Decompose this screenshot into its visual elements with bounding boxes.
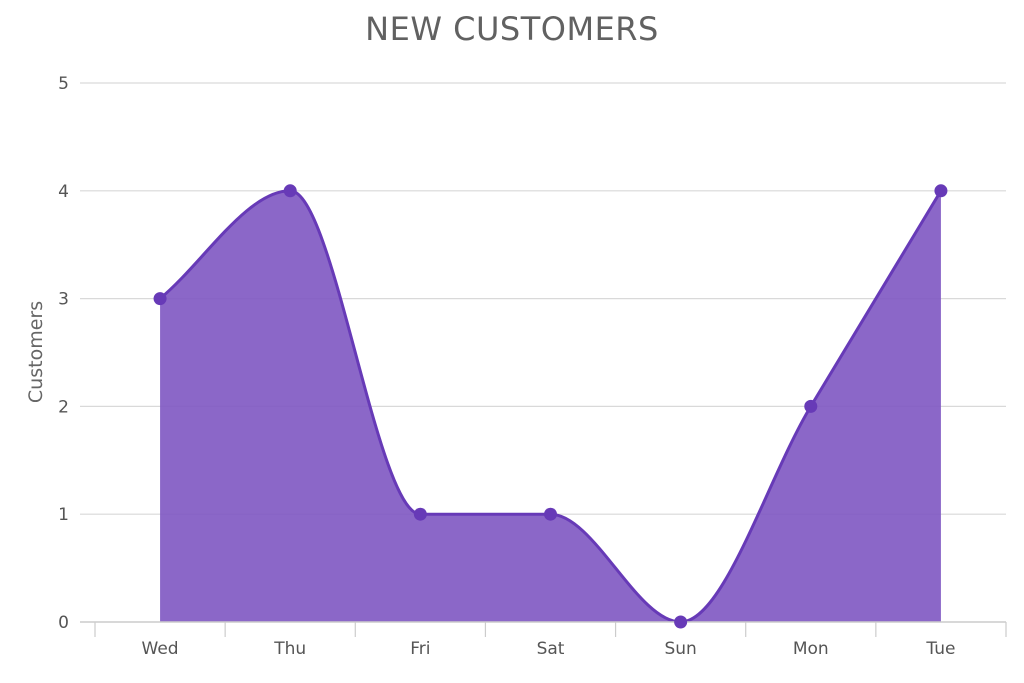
data-point-fri[interactable] bbox=[413, 507, 427, 521]
data-point-sat[interactable] bbox=[544, 507, 557, 521]
chart-title: NEW CUSTOMERS bbox=[365, 10, 659, 48]
y-tick-label: 5 bbox=[58, 74, 69, 94]
data-point-mon[interactable] bbox=[804, 399, 818, 413]
y-tick-label: 0 bbox=[58, 613, 69, 633]
y-axis-title: Customers bbox=[25, 301, 47, 403]
y-tick-label: 1 bbox=[58, 505, 69, 525]
y-tick-label: 2 bbox=[58, 397, 69, 417]
x-tick-label-fri: Fri bbox=[410, 639, 430, 659]
x-tick-label-mon: Mon bbox=[793, 639, 829, 659]
point-layer bbox=[153, 184, 948, 629]
data-point-tue[interactable] bbox=[934, 184, 948, 198]
data-point-wed[interactable] bbox=[153, 292, 167, 306]
x-tick-label-thu: Thu bbox=[273, 639, 306, 659]
y-tick-label: 4 bbox=[58, 182, 69, 202]
label-layer: 0 1 2 3 4 5 Wed Thu Fri Sat Sun Mon Tue Customers bbox=[25, 74, 955, 659]
x-tick-label-sun: Sun bbox=[664, 639, 696, 659]
series-area-fill bbox=[160, 190, 941, 623]
y-tick-label: 3 bbox=[58, 290, 69, 310]
data-point-sun[interactable] bbox=[674, 615, 688, 629]
data-point-thu[interactable] bbox=[283, 184, 297, 198]
x-tick-label-wed: Wed bbox=[142, 639, 179, 659]
x-tick-label-tue: Tue bbox=[925, 639, 955, 659]
axis-layer bbox=[80, 621, 1007, 637]
x-tick-label-sat: Sat bbox=[537, 639, 565, 659]
